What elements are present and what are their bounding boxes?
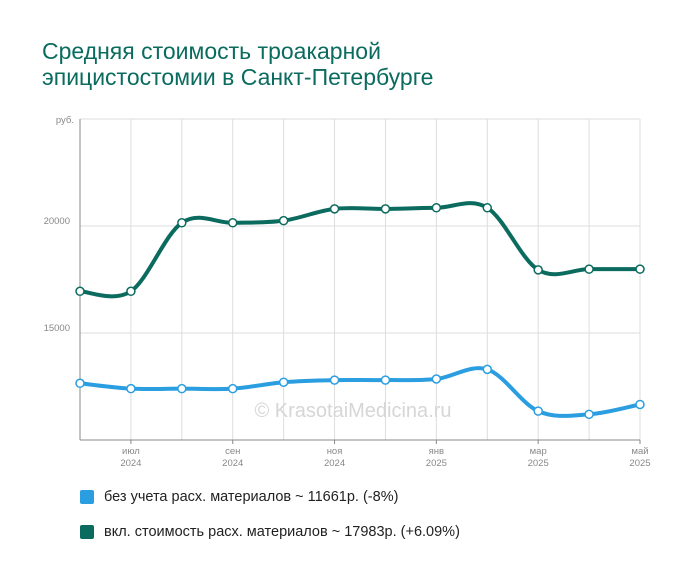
x-tick-label-year: 2024 <box>324 458 345 469</box>
x-tick-label-month: май <box>631 446 648 457</box>
data-point-series-1 <box>126 383 136 394</box>
y-axis-unit-label: руб. <box>56 115 74 126</box>
legend-swatch-series-2 <box>80 525 94 539</box>
legend-item-series-1[interactable]: без учета расх. материалов ~ 11661р. (-8… <box>80 486 460 508</box>
data-point-series-2 <box>380 204 391 214</box>
x-tick-label-month: сен <box>225 446 240 457</box>
x-tick-label-year: 2025 <box>528 458 549 469</box>
chart-title-line-2: эпицистостомии в Санкт-Петербурге <box>42 64 434 90</box>
x-tick-label-year: 2025 <box>426 458 447 469</box>
x-tick-label-year: 2025 <box>629 458 650 469</box>
series-line-2 <box>78 201 642 299</box>
x-tick-label-year: 2024 <box>222 458 243 469</box>
legend-label-series-1: без учета расх. материалов ~ 11661р. (-8… <box>104 489 399 505</box>
y-tick-label: 15000 <box>44 323 70 334</box>
data-point-series-2 <box>584 264 594 274</box>
data-point-series-2 <box>329 204 340 214</box>
data-point-series-2 <box>75 286 85 297</box>
data-point-series-1 <box>635 399 645 410</box>
legend-swatch-series-1 <box>80 490 94 504</box>
legend-item-series-2[interactable]: вкл. стоимость расх. материалов ~ 17983р… <box>80 521 460 543</box>
chart-title-line-1: Средняя стоимость троакарной <box>42 38 381 64</box>
data-point-series-1 <box>227 383 238 394</box>
data-point-series-2 <box>431 203 442 213</box>
x-tick-label-year: 2024 <box>120 458 141 469</box>
data-point-series-2 <box>533 265 543 275</box>
chart-title: Средняя стоимость троакарной эпицистосто… <box>42 38 662 90</box>
data-point-series-2 <box>635 264 645 274</box>
data-point-series-2 <box>227 218 238 228</box>
legend: без учета расх. материалов ~ 11661р. (-8… <box>80 486 460 556</box>
data-point-series-1 <box>380 375 391 385</box>
data-point-series-1 <box>584 409 594 420</box>
data-point-series-1 <box>533 406 543 416</box>
data-point-series-2 <box>177 218 187 228</box>
data-point-series-1 <box>278 377 289 387</box>
data-point-series-2 <box>126 286 136 297</box>
y-tick-label: 20000 <box>44 216 70 227</box>
watermark: © KrasotaiMedicina.ru <box>254 400 451 422</box>
data-point-series-1 <box>177 383 187 394</box>
data-point-series-2 <box>482 203 493 213</box>
data-point-series-1 <box>431 374 442 384</box>
legend-label-series-2: вкл. стоимость расх. материалов ~ 17983р… <box>104 524 460 540</box>
x-tick-label-month: янв <box>429 446 444 457</box>
data-point-series-1 <box>329 375 340 385</box>
data-point-series-1 <box>482 364 493 375</box>
data-point-series-1 <box>75 378 85 389</box>
data-point-series-2 <box>278 215 289 226</box>
x-tick-label-month: ноя <box>327 446 343 457</box>
x-tick-label-month: мар <box>530 446 547 457</box>
x-tick-label-month: июл <box>122 446 140 457</box>
